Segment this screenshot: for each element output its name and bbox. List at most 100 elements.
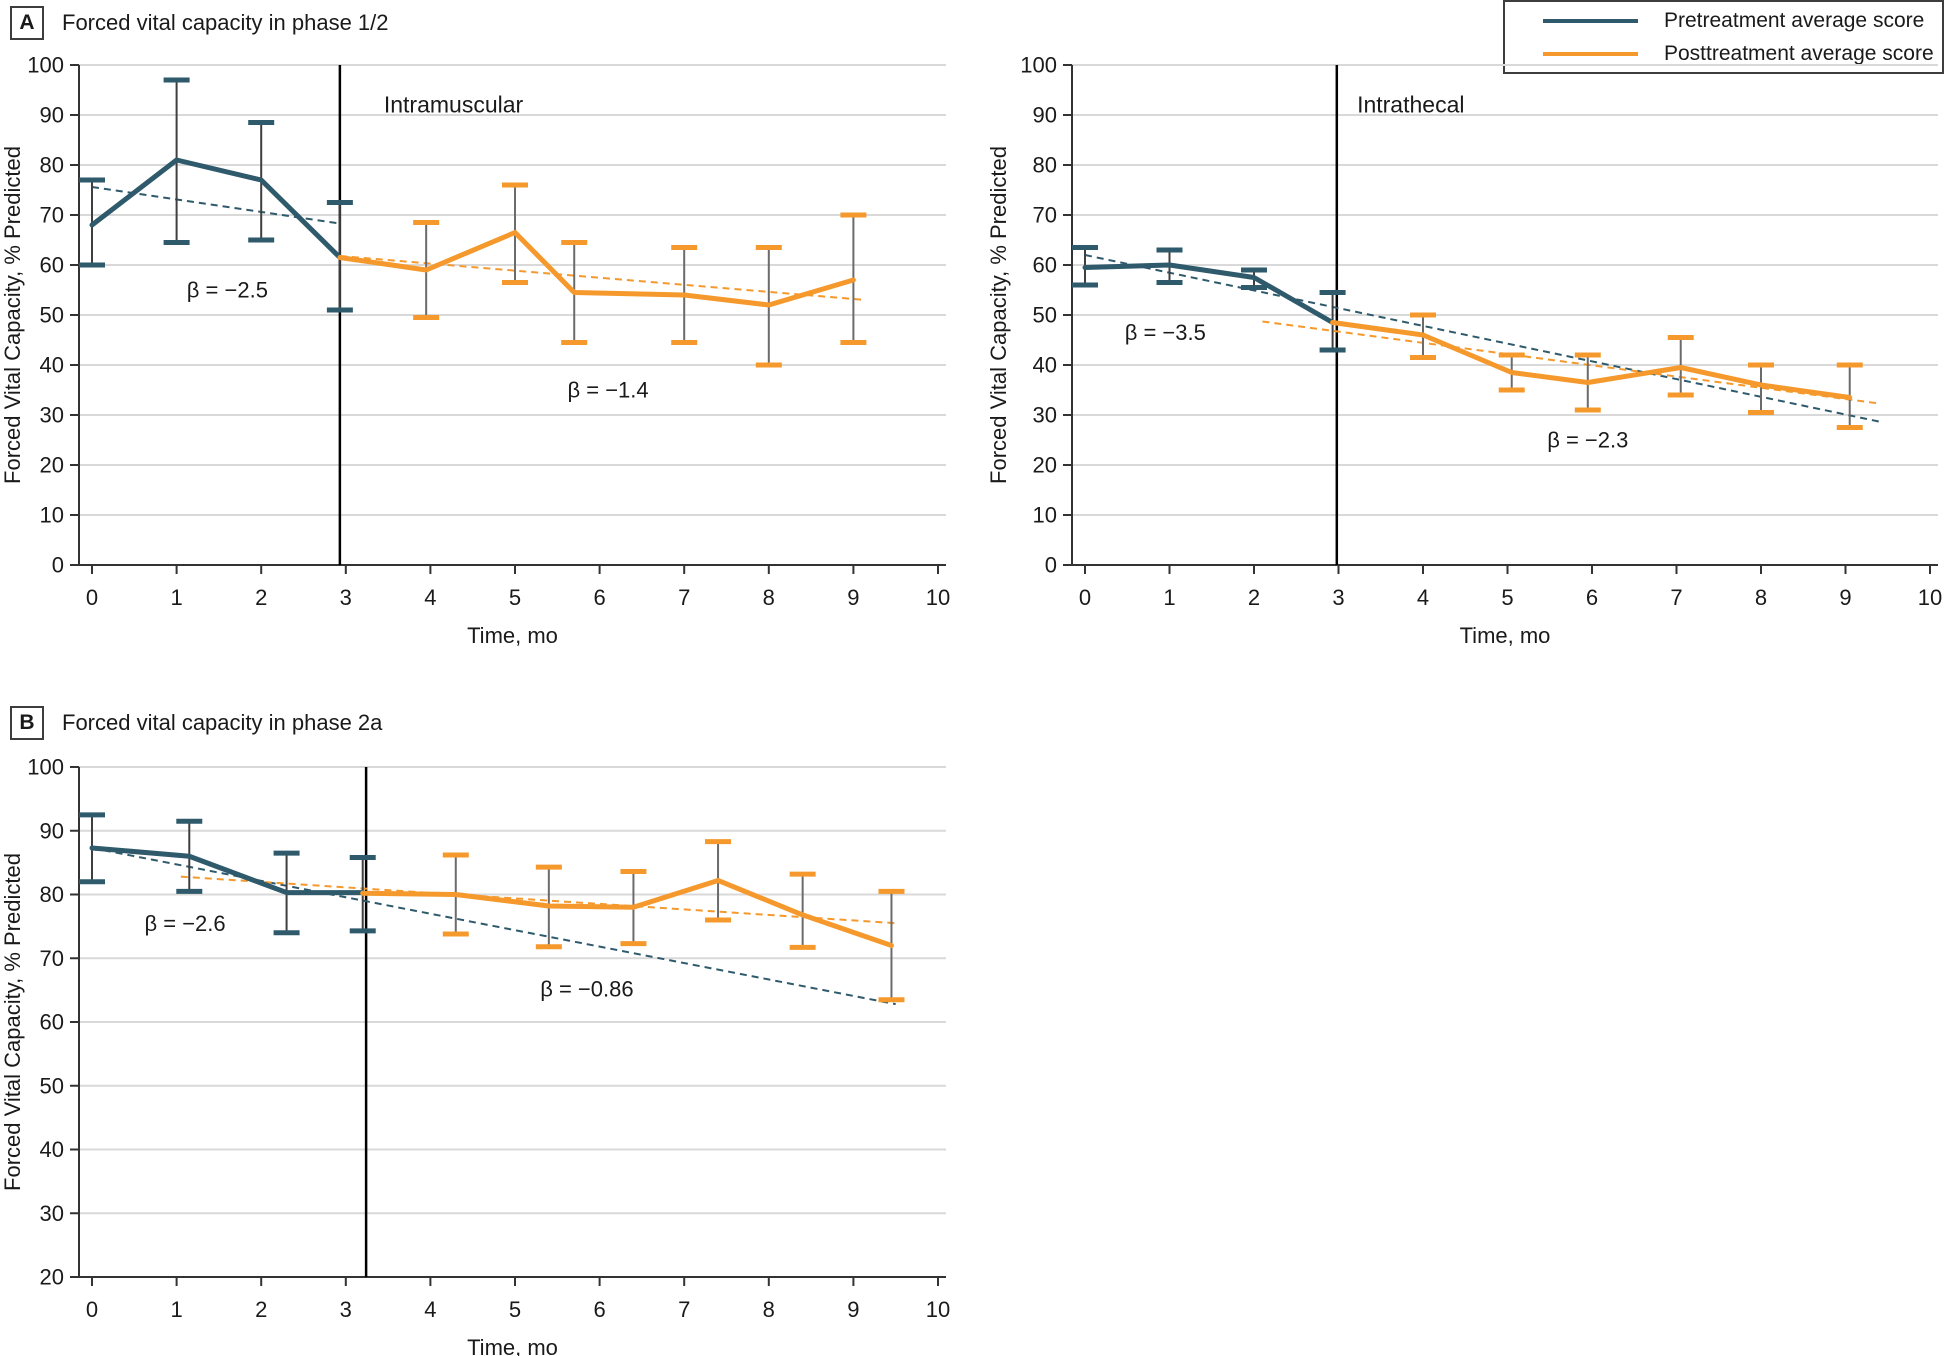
y-tick-label: 50 bbox=[40, 303, 64, 328]
y-tick-label: 30 bbox=[40, 1201, 64, 1226]
y-tick-label: 30 bbox=[40, 403, 64, 428]
x-tick-label: 7 bbox=[678, 585, 690, 610]
legend: Pretreatment average score Posttreatment… bbox=[1503, 0, 1944, 74]
y-tick-label: 100 bbox=[1020, 53, 1057, 78]
y-tick-label: 0 bbox=[1045, 553, 1057, 578]
x-tick-label: 8 bbox=[763, 585, 775, 610]
y-tick-label: 30 bbox=[1033, 403, 1057, 428]
y-tick-label: 100 bbox=[27, 755, 64, 780]
x-tick-label: 10 bbox=[926, 585, 950, 610]
x-tick-label: 9 bbox=[1839, 585, 1851, 610]
beta-label: β = −3.5 bbox=[1125, 320, 1206, 345]
y-tick-label: 20 bbox=[40, 1265, 64, 1290]
y-tick-label: 60 bbox=[40, 253, 64, 278]
y-tick-label: 100 bbox=[27, 53, 64, 78]
trend-line bbox=[339, 255, 867, 301]
panel-a-header: A Forced vital capacity in phase 1/2 bbox=[10, 6, 389, 40]
beta-label: β = −2.6 bbox=[144, 911, 225, 936]
y-tick-label: 60 bbox=[1033, 253, 1057, 278]
legend-label-pretreatment: Pretreatment average score bbox=[1664, 8, 1925, 32]
x-axis-title: Time, mo bbox=[467, 1335, 558, 1356]
panel-b-letter: B bbox=[10, 706, 44, 740]
series-line bbox=[337, 230, 856, 308]
y-tick-label: 80 bbox=[40, 882, 64, 907]
y-axis-title: Forced Vital Capacity, % Predicted bbox=[0, 146, 25, 484]
x-tick-label: 0 bbox=[86, 585, 98, 610]
x-axis-title: Time, mo bbox=[1460, 623, 1551, 648]
x-tick-label: 8 bbox=[763, 1297, 775, 1322]
y-tick-label: 50 bbox=[40, 1073, 64, 1098]
y-tick-label: 90 bbox=[40, 818, 64, 843]
x-tick-label: 5 bbox=[509, 585, 521, 610]
x-tick-label: 3 bbox=[340, 1297, 352, 1322]
legend-item-posttreatment: Posttreatment average score bbox=[1543, 42, 1942, 66]
chart-intramuscular: 0 10 20 30 40 50 60 70 80 90 100 0 1 2 3 4 5 6 7 8 9 10 Time, … bbox=[0, 53, 950, 649]
legend-label-posttreatment: Posttreatment average score bbox=[1664, 41, 1934, 65]
beta-label: β = −2.3 bbox=[1547, 428, 1628, 453]
y-tick-label: 40 bbox=[40, 1137, 64, 1162]
panel-b-title: Forced vital capacity in phase 2a bbox=[62, 710, 383, 735]
trend-line bbox=[1262, 320, 1880, 405]
x-tick-label: 6 bbox=[593, 585, 605, 610]
y-tick-label: 0 bbox=[52, 553, 64, 578]
panel-a-title: Forced vital capacity in phase 1/2 bbox=[62, 10, 389, 35]
region-label: Intrathecal bbox=[1357, 92, 1464, 118]
trend-line bbox=[91, 846, 896, 1006]
y-tick-label: 70 bbox=[1033, 203, 1057, 228]
x-tick-label: 5 bbox=[509, 1297, 521, 1322]
series-line bbox=[89, 157, 343, 260]
beta-label: β = −1.4 bbox=[567, 378, 648, 403]
x-tick-label: 4 bbox=[424, 1297, 436, 1322]
x-tick-label: 10 bbox=[926, 1297, 950, 1322]
x-tick-label: 9 bbox=[847, 585, 859, 610]
y-tick-label: 90 bbox=[1033, 103, 1057, 128]
x-tick-label: 1 bbox=[1163, 585, 1175, 610]
y-tick-label: 50 bbox=[1033, 303, 1057, 328]
x-axis-title: Time, mo bbox=[467, 623, 558, 648]
trend-line bbox=[1084, 254, 1884, 424]
y-tick-label: 20 bbox=[40, 453, 64, 478]
x-tick-label: 2 bbox=[1248, 585, 1260, 610]
y-tick-label: 90 bbox=[40, 103, 64, 128]
x-tick-label: 5 bbox=[1501, 585, 1513, 610]
y-tick-label: 40 bbox=[40, 353, 64, 378]
x-tick-label: 3 bbox=[1332, 585, 1344, 610]
y-tick-label: 70 bbox=[40, 203, 64, 228]
y-tick-label: 60 bbox=[40, 1010, 64, 1035]
trend-line bbox=[180, 875, 896, 925]
y-tick-label: 80 bbox=[1033, 153, 1057, 178]
beta-label: β = −2.5 bbox=[187, 278, 268, 303]
legend-swatch-posttreatment bbox=[1543, 51, 1638, 56]
legend-swatch-pretreatment bbox=[1543, 18, 1638, 23]
x-tick-label: 1 bbox=[170, 585, 182, 610]
region-label: Intramuscular bbox=[384, 92, 524, 118]
y-tick-label: 10 bbox=[40, 503, 64, 528]
x-tick-label: 0 bbox=[86, 1297, 98, 1322]
x-tick-label: 7 bbox=[1670, 585, 1682, 610]
x-tick-label: 6 bbox=[1586, 585, 1598, 610]
y-tick-label: 10 bbox=[1033, 503, 1057, 528]
y-axis-title: Forced Vital Capacity, % Predicted bbox=[986, 146, 1011, 484]
x-tick-label: 10 bbox=[1918, 585, 1942, 610]
y-tick-label: 80 bbox=[40, 153, 64, 178]
x-tick-label: 9 bbox=[847, 1297, 859, 1322]
x-tick-label: 4 bbox=[424, 585, 436, 610]
y-tick-label: 40 bbox=[1033, 353, 1057, 378]
x-tick-label: 4 bbox=[1417, 585, 1429, 610]
series-line bbox=[89, 845, 366, 896]
x-tick-label: 2 bbox=[255, 585, 267, 610]
series-line bbox=[360, 877, 894, 948]
chart-intrathecal: 0 10 20 30 40 50 60 70 80 90 100 0 1 2 3 4 5 6 7 8 9 10 Time, … bbox=[986, 53, 1942, 649]
x-tick-label: 0 bbox=[1079, 585, 1091, 610]
x-tick-label: 6 bbox=[593, 1297, 605, 1322]
legend-item-pretreatment: Pretreatment average score bbox=[1543, 9, 1942, 33]
x-tick-label: 8 bbox=[1755, 585, 1767, 610]
x-tick-label: 1 bbox=[170, 1297, 182, 1322]
y-tick-label: 70 bbox=[40, 946, 64, 971]
chart-phase-2a: 20 30 40 50 60 70 80 90 100 0 1 2 3 4 5 6 7 8 9 10 Time, mo F… bbox=[0, 755, 950, 1356]
x-tick-label: 2 bbox=[255, 1297, 267, 1322]
panel-a-letter: A bbox=[10, 6, 44, 40]
series-line bbox=[1330, 320, 1853, 400]
beta-label: β = −0.86 bbox=[540, 977, 633, 1002]
x-tick-label: 7 bbox=[678, 1297, 690, 1322]
